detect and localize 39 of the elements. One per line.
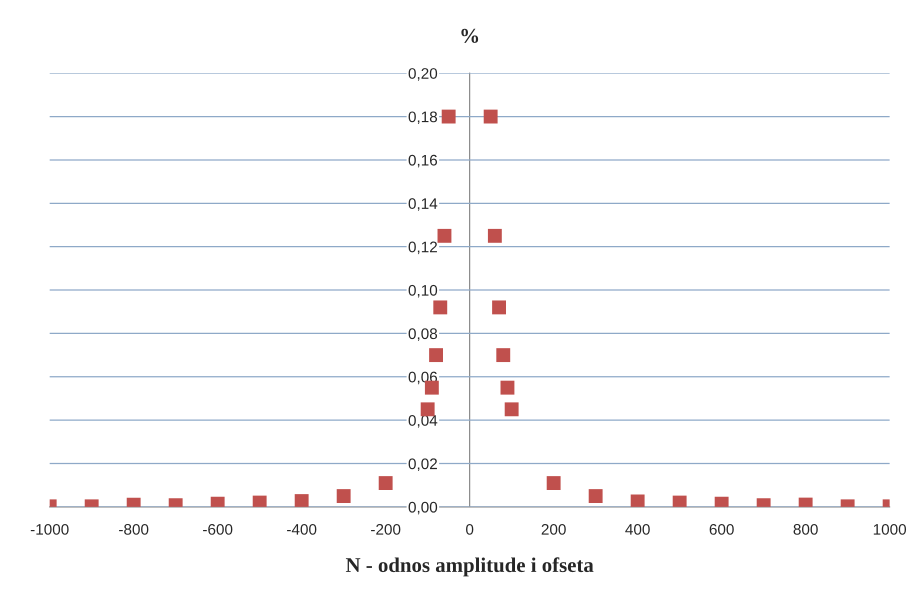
x-tick-label: 0	[466, 524, 474, 535]
point	[500, 380, 514, 395]
y-tick-label: 0,02	[408, 458, 437, 472]
y-tick-label: 0,08	[408, 328, 438, 341]
chart-title: %	[461, 28, 478, 43]
point	[438, 228, 452, 243]
x-tick-label: 400	[625, 524, 650, 535]
point	[484, 110, 498, 124]
point	[488, 228, 502, 243]
x-axis-title: N - odnos amplitude i ofseta	[346, 557, 594, 576]
x-tick-label: 800	[794, 524, 818, 535]
y-tick-label: 0,20	[408, 68, 438, 81]
y-tick-label: 0,12	[408, 242, 437, 254]
y-tick-label: 0,10	[408, 284, 438, 298]
x-tick-label: -400	[287, 524, 316, 535]
point	[294, 494, 309, 507]
point	[433, 300, 448, 314]
x-tick-label: 200	[542, 524, 566, 535]
point	[378, 476, 393, 490]
point	[492, 300, 506, 314]
point	[496, 348, 510, 362]
x-tick-label: 600	[710, 524, 734, 535]
x-tick-label: 1000	[874, 524, 906, 535]
x-tick-label: -800	[119, 524, 148, 535]
x-tick-label: -200	[371, 524, 400, 535]
x-tick-label: -1000	[30, 524, 69, 535]
y-tick-label: 0,04	[408, 415, 438, 428]
y-tick-label: 0,14	[408, 198, 438, 211]
point	[429, 348, 444, 362]
point	[504, 402, 519, 416]
point	[630, 494, 645, 507]
y-tick-label: 0,16	[408, 154, 438, 168]
x-tick-label: -600	[203, 524, 232, 535]
point	[336, 489, 351, 504]
point	[546, 476, 561, 490]
y-tick-label: 0,18	[408, 111, 438, 124]
point	[588, 489, 603, 504]
y-tick-label: 0,00	[408, 502, 438, 514]
point	[442, 110, 456, 124]
